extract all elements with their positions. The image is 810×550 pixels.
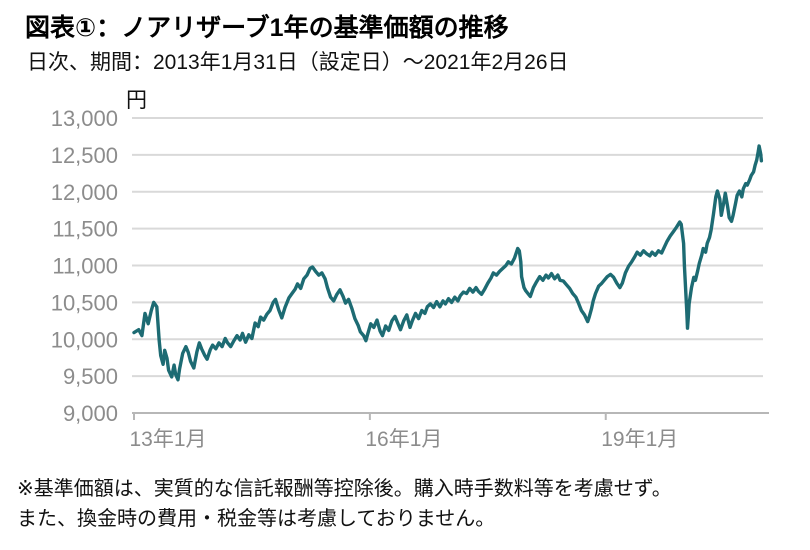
y-tick-label: 13,000 — [51, 106, 118, 131]
chart-subtitle: 日次、期間：2013年1月31日（設定日）～2021年2月26日 — [27, 51, 569, 74]
footnote-line-1: ※基準価額は、実質的な信託報酬等控除後。購入時手数料等を考慮せず。 — [17, 478, 672, 500]
y-tick-label: 10,500 — [51, 290, 118, 315]
footnote-line-2: また、換金時の費用・税金等は考慮しておりません。 — [17, 508, 496, 530]
y-tick-label: 11,000 — [52, 254, 118, 279]
y-tick-label: 11,500 — [52, 217, 118, 242]
y-tick-label: 12,000 — [51, 180, 118, 205]
y-tick-label: 9,500 — [63, 364, 118, 389]
y-tick-label: 12,500 — [51, 143, 118, 168]
x-tick-label: 16年1月 — [365, 428, 442, 451]
x-tick-label: 19年1月 — [601, 428, 678, 451]
page-title: 図表①：ノアリザーブ1年の基準価額の推移 — [25, 14, 509, 42]
x-tick-label: 13年1月 — [129, 428, 206, 451]
y-tick-label: 10,000 — [51, 327, 118, 352]
nav-series-line — [132, 144, 764, 382]
y-axis-unit-label: 円 — [126, 89, 147, 112]
footnote: ※基準価額は、実質的な信託報酬等控除後。購入時手数料等を考慮せず。 また、換金時… — [17, 474, 672, 534]
y-tick-label: 9,000 — [63, 401, 118, 426]
